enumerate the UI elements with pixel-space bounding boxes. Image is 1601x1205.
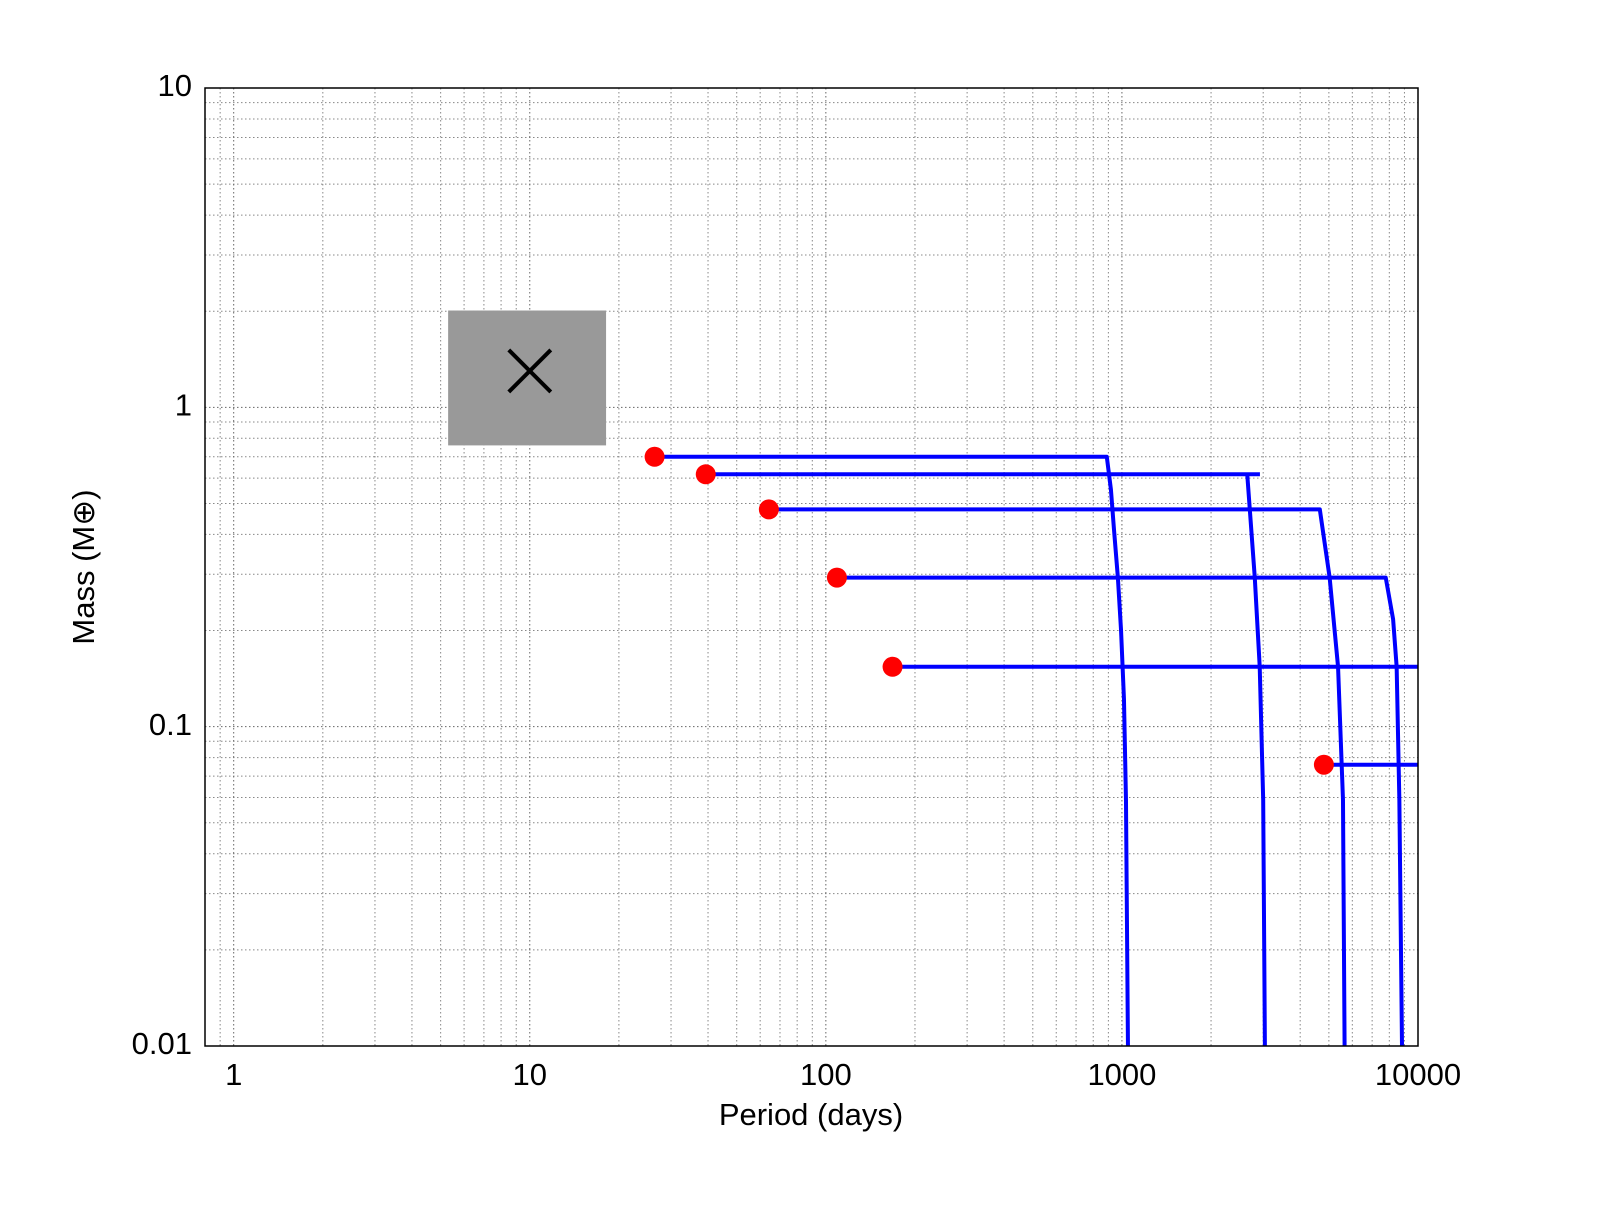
y-axis-label: Mass (M⊕) <box>66 489 101 644</box>
series-line <box>836 575 1404 1047</box>
x-tick-label: 10000 <box>1375 1057 1461 1092</box>
point-marker <box>1313 754 1334 775</box>
x-tick-label: 10 <box>513 1057 547 1092</box>
point-marker <box>826 567 847 588</box>
axes-frame <box>204 87 1419 1047</box>
x-axis-label: Period (days) <box>719 1097 903 1132</box>
y-tick-label: 0.1 <box>149 707 192 742</box>
y-tick-label: 0.01 <box>132 1026 192 1061</box>
series-line <box>768 507 1347 1047</box>
point-marker <box>644 446 665 467</box>
point-marker <box>882 656 903 677</box>
x-tick-label: 1 <box>225 1057 242 1092</box>
y-tick-label: 1 <box>175 388 192 423</box>
point-marker <box>695 464 716 485</box>
region <box>448 310 607 446</box>
plot-area <box>448 310 1418 1047</box>
point-marker <box>758 499 779 520</box>
x-tick-label: 1000 <box>1087 1057 1156 1092</box>
x-tick-label: 100 <box>800 1057 852 1092</box>
x-marker <box>507 348 553 394</box>
y-tick-label: 10 <box>158 68 192 103</box>
